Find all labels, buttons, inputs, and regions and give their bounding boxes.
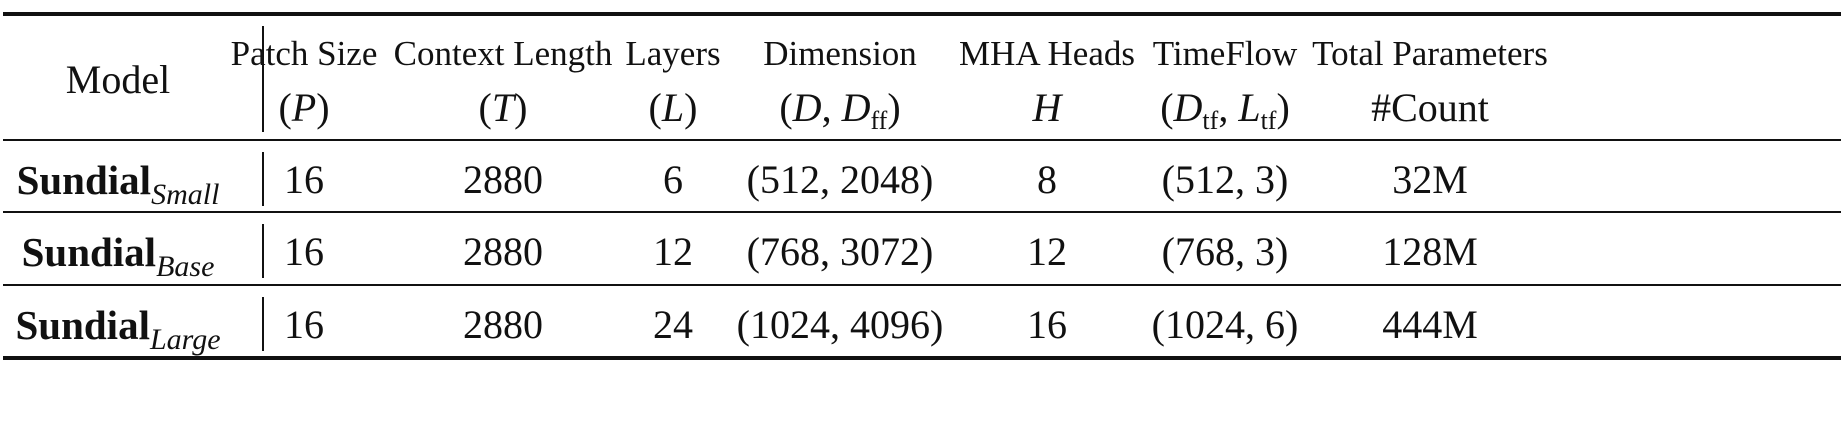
timeflow-cell: (1024, 6) (1151, 302, 1299, 347)
dimension-cell: (1024, 4096) (736, 302, 944, 347)
dimension-cell: (512, 2048) (746, 157, 934, 202)
mha-heads-header: MHA Heads (959, 34, 1135, 73)
layers-header: Layers (625, 34, 721, 73)
top-rule (3, 12, 1841, 16)
context-length-symbol: (T) (478, 85, 528, 130)
total-parameters-header: Total Parameters (1312, 34, 1548, 73)
model-name: Sundial (21, 229, 157, 275)
patch-size-header: Patch Size (230, 34, 378, 73)
dimension-header: Dimension (763, 34, 917, 73)
layers-symbol: (L) (648, 85, 698, 130)
model-variant: Base (156, 250, 215, 283)
timeflow-cell: (512, 3) (1161, 157, 1289, 202)
mha-heads-cell: 8 (1037, 157, 1057, 202)
model-name: Sundial (16, 157, 152, 203)
dimension-cell: (768, 3072) (746, 229, 934, 274)
mha-heads-symbol: H (1032, 85, 1062, 130)
patch-size-cell: 16 (284, 302, 324, 347)
context-length-cell: 2880 (463, 229, 543, 274)
column-separator (262, 297, 264, 351)
total-parameters-cell: 128M (1382, 229, 1478, 274)
context-length-cell: 2880 (463, 157, 543, 202)
timeflow-cell: (768, 3) (1161, 229, 1289, 274)
column-separator (262, 224, 264, 278)
layers-cell: 12 (653, 229, 693, 274)
row-rule-1 (3, 211, 1841, 213)
model-header: Model (65, 57, 171, 102)
dimension-symbol: (D, Dff) (779, 85, 901, 135)
header-rule (3, 139, 1841, 141)
total-parameters-cell: 32M (1392, 157, 1468, 202)
model-variant: Small (151, 178, 220, 211)
model-name: Sundial (15, 302, 150, 348)
table-row: SundialBase (21, 229, 215, 282)
table-row: SundialSmall (16, 157, 220, 210)
mha-heads-cell: 16 (1027, 302, 1067, 347)
column-separator (262, 26, 264, 132)
layers-cell: 24 (653, 302, 693, 347)
context-length-cell: 2880 (463, 302, 543, 347)
model-variant: Large (149, 323, 221, 356)
patch-size-cell: 16 (284, 229, 324, 274)
column-separator (262, 152, 264, 206)
total-parameters-cell: 444M (1382, 302, 1478, 347)
timeflow-symbol: (Dtf, Ltf) (1160, 85, 1290, 135)
layers-cell: 6 (663, 157, 683, 202)
patch-size-cell: 16 (284, 157, 324, 202)
row-rule-2 (3, 284, 1841, 286)
total-parameters-symbol: #Count (1371, 85, 1489, 130)
timeflow-header: TimeFlow (1152, 34, 1298, 73)
table-row: SundialLarge (15, 302, 220, 355)
bottom-rule (3, 356, 1841, 360)
mha-heads-cell: 12 (1027, 229, 1067, 274)
patch-size-symbol: (P) (278, 85, 330, 130)
context-length-header: Context Length (393, 34, 613, 73)
